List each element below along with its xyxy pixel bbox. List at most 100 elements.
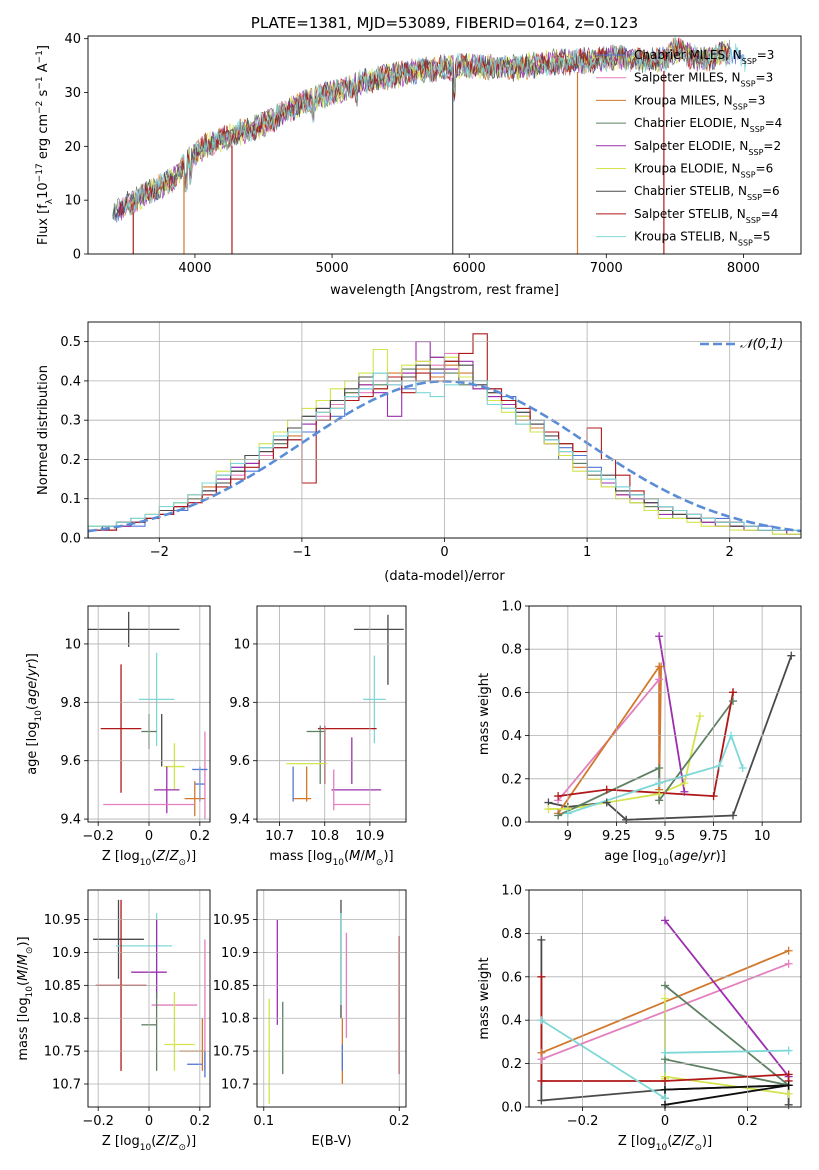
x-tick-label: 0.2 xyxy=(189,1114,210,1129)
label-part: / xyxy=(165,849,170,864)
legend-label-pre: Salpeter MILES, N xyxy=(634,71,741,85)
y-tick-label: 9.6 xyxy=(60,754,81,769)
weight-marker-2-0 xyxy=(537,1048,546,1057)
panel-mass-weight-vs-age: 9 9.25 9.5 9.75 10 0.0 0.2 0.4 0.6 0.8 1.0 age [log… xyxy=(477,600,802,868)
histogram-8 xyxy=(88,372,801,538)
x-tick-label: 6000 xyxy=(453,261,486,276)
legend-label-post: =6 xyxy=(756,162,774,176)
weight-marker-0-1 xyxy=(729,811,737,820)
y-tick-label: 9.4 xyxy=(229,813,250,828)
legend-label-pre: Kroupa STELIB, N xyxy=(634,230,738,244)
legend-label-sub: SSP xyxy=(741,170,756,179)
y-tick-label: 0.5 xyxy=(60,335,81,350)
label-part: ( xyxy=(25,705,40,710)
label-part: ⊙ xyxy=(694,1143,702,1153)
x-tick-label: 0.2 xyxy=(737,1114,758,1129)
y-axis-label: mass [log10(M/M⊙)] xyxy=(16,936,35,1060)
weight-marker-1-1 xyxy=(784,959,793,968)
label-part: mass [log xyxy=(16,997,31,1060)
x-tick-label: 9.75 xyxy=(699,829,728,844)
y-tick-label: 0.4 xyxy=(60,374,81,389)
label-part: −2 xyxy=(35,101,45,114)
panel-residuals: −2 −1 0 1 2 0.0 0.1 0.2 0.3 0.4 0.5 (data-model)/er… xyxy=(36,321,802,584)
label-part: / xyxy=(681,1134,686,1149)
axes-frame xyxy=(87,889,211,1108)
weight-line-3 xyxy=(557,663,662,814)
y-tick-label: 10.7 xyxy=(52,1077,81,1092)
axes-frame xyxy=(528,605,802,823)
weight-marker-6-0 xyxy=(537,972,546,981)
label-part: s xyxy=(36,89,51,100)
legend-label-pre: Chabrier ELODIE, N xyxy=(634,116,750,130)
y-tick-label: 40 xyxy=(64,32,81,47)
label-part: Z xyxy=(155,849,166,864)
y-tick-label: 0.8 xyxy=(501,643,522,658)
x-axis-label: Z [log10(Z/Z⊙)] xyxy=(618,1134,712,1153)
label-part: )] xyxy=(702,1134,712,1149)
weight-marker-4-1 xyxy=(680,787,689,796)
weight-marker-5-3 xyxy=(784,1089,793,1098)
weight-marker-3-0 xyxy=(661,916,669,925)
y-tick-label: 9.6 xyxy=(229,754,250,769)
x-tick-label: 7000 xyxy=(590,261,623,276)
weight-line-4 xyxy=(658,636,686,792)
label-part: E(B-V) xyxy=(311,1134,351,1149)
weight-marker-1-3 xyxy=(622,815,631,824)
label-part: Z xyxy=(671,1134,682,1149)
panel-mass-vs-EBV: 0.1 0.2 10.7 10.75 10.8 10.85 10.9 10.95 E(B-V) xyxy=(213,889,410,1149)
legend-label-pre: Kroupa ELODIE, N xyxy=(634,162,741,176)
x-axis-label: mass [log10(M/M⊙)] xyxy=(269,849,393,868)
x-tick-label: 8000 xyxy=(727,261,760,276)
y-axis-label: age [log10(age/yr)] xyxy=(25,653,44,775)
legend-label-post: =3 xyxy=(757,48,775,62)
label-part: / xyxy=(360,849,365,864)
label-part: 10 xyxy=(25,986,35,998)
y-tick-label: 20 xyxy=(64,140,81,155)
axes-frame xyxy=(87,35,802,255)
x-axis-label: (data-model)/error xyxy=(384,569,505,584)
legend-label-post: =5 xyxy=(753,230,771,244)
legend-label: Kroupa STELIB, NSSP=5 xyxy=(634,230,771,248)
label-part: ⊙ xyxy=(25,947,35,955)
label-part: M xyxy=(16,954,31,965)
y-tick-label: 0.0 xyxy=(60,532,81,547)
label-part: ( xyxy=(344,849,349,864)
label-part: M xyxy=(349,849,360,864)
label-part: Z xyxy=(169,849,180,864)
weight-marker-7-2 xyxy=(661,1048,669,1057)
y-tick-label: 1.0 xyxy=(501,884,522,899)
y-tick-label: 0.4 xyxy=(501,729,522,744)
x-tick-label: 10 xyxy=(754,829,771,844)
y-tick-label: 10 xyxy=(233,637,250,652)
label-part: −17 xyxy=(35,163,45,182)
x-tick-label: −2 xyxy=(150,545,169,560)
legend-label-pre: Salpeter STELIB, N xyxy=(634,207,746,221)
weight-marker-5-0 xyxy=(661,994,669,1003)
label-part: / xyxy=(698,849,703,864)
label-part: Flux [f xyxy=(36,204,51,245)
y-tick-label: 9.4 xyxy=(60,813,81,828)
y-tick-label: 10 xyxy=(64,194,81,209)
y-tick-label: 10.7 xyxy=(221,1077,250,1092)
y-tick-label: 0.6 xyxy=(501,686,522,701)
x-axis-label: Z [log10(Z/Z⊙)] xyxy=(102,849,196,868)
label-part: Z xyxy=(685,1134,696,1149)
label-part: age [log xyxy=(25,722,40,775)
label-part: 10 xyxy=(36,182,51,199)
weight-marker-5-3 xyxy=(680,779,689,788)
label-part: ( xyxy=(669,849,674,864)
legend-label-sub: SSP xyxy=(747,193,762,202)
weight-marker-3-3 xyxy=(657,662,666,671)
weight-marker-8-2 xyxy=(715,761,724,770)
legend-label-post: =4 xyxy=(761,207,779,221)
legend-label-post: =2 xyxy=(763,139,781,153)
label-part: mass weight xyxy=(477,673,492,755)
weight-marker-7-0 xyxy=(554,792,563,801)
weight-marker-7-4 xyxy=(729,688,737,697)
weight-marker-2-1 xyxy=(784,946,793,955)
weight-marker-4-0 xyxy=(655,632,664,641)
y-tick-label: 0.6 xyxy=(501,970,522,985)
legend-label-sub: SSP xyxy=(738,238,753,247)
